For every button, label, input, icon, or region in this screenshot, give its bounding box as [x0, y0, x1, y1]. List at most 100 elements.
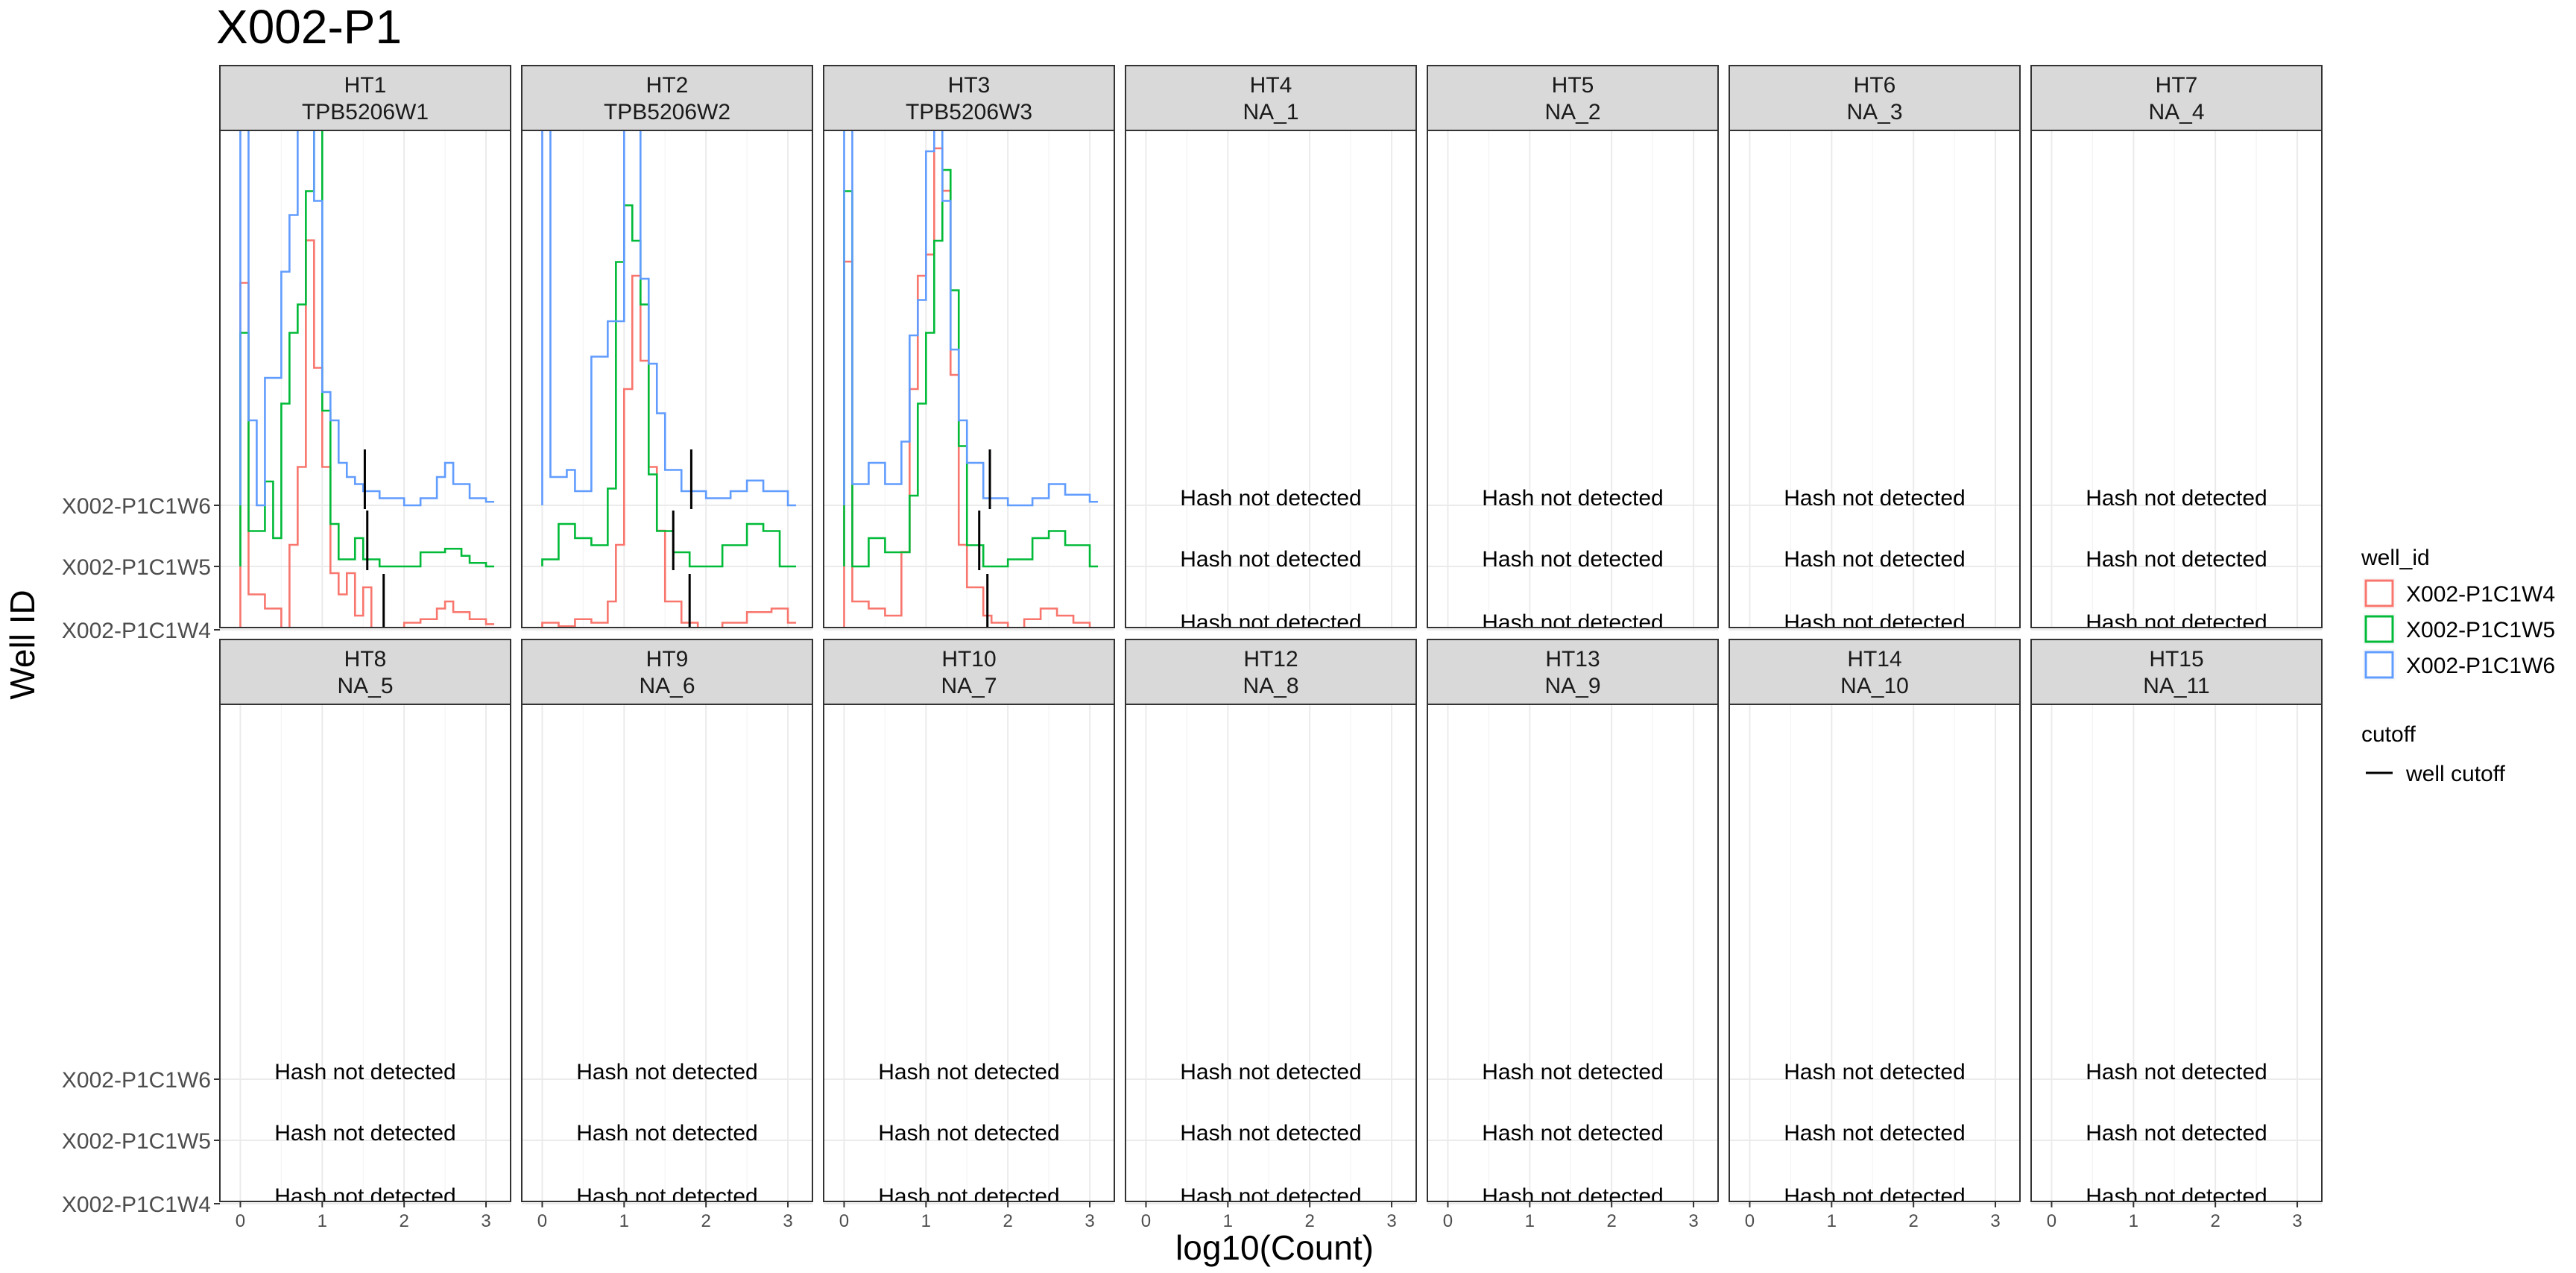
legend-key-swatch [2364, 651, 2394, 679]
x-tick-label: 1 [1525, 1211, 1535, 1231]
hash-not-detected-label: Hash not detected [2086, 610, 2267, 635]
x-tick-label: 2 [1003, 1211, 1013, 1231]
panel-content: Hash not detected Hash not detected Hash n… [2086, 1060, 2267, 1209]
facet-strip-sample-label: NA_10 [1840, 674, 1909, 698]
panel-background [1427, 704, 1718, 1201]
x-tick-label: 0 [1745, 1211, 1755, 1231]
hash-not-detected-label: Hash not detected [2086, 486, 2267, 511]
panel-border [521, 130, 813, 628]
panel-border [1125, 130, 1417, 628]
facet-strip-sample-label: NA_8 [1243, 674, 1298, 698]
hash-not-detected-label: Hash not detected [1482, 486, 1664, 511]
x-tick-label: 2 [400, 1211, 409, 1231]
facet-strip [1125, 639, 1417, 705]
panel-border [2030, 130, 2323, 628]
legend-cutoff-label: well cutoff [2405, 762, 2506, 786]
facet-strip [521, 65, 813, 131]
y-tick-label: X002-P1C1W6 [62, 494, 211, 519]
facet-strip-hto-label: HT3 [948, 73, 991, 98]
hash-not-detected-label: Hash not detected [576, 1121, 758, 1146]
legend-key-swatch [2364, 615, 2394, 643]
legend-entry-label: X002-P1C1W4 [2406, 582, 2555, 607]
x-tick-label: 0 [1443, 1211, 1453, 1231]
panel-content: Hash not detected Hash not detected Hash n… [2086, 486, 2267, 635]
panel-content: Hash not detected Hash not detected Hash n… [1784, 1060, 1966, 1209]
facet-strip-sample-label: NA_6 [639, 674, 695, 698]
panel-content: Hash not detected Hash not detected Hash n… [1180, 1060, 1362, 1201]
hash-not-detected-label: Hash not detected [2086, 1060, 2267, 1084]
facet-strip [521, 639, 813, 705]
x-tick-label: 1 [1223, 1211, 1233, 1231]
histogram-line-x002-p1c1w6 [239, 130, 495, 507]
panel-content [239, 130, 495, 628]
hash-not-detected-label: Hash not detected [2086, 1184, 2267, 1209]
hash-not-detected-label: Hash not detected [274, 1121, 456, 1146]
y-tick-label: X002-P1C1W4 [62, 619, 211, 643]
hash-not-detected-label: Hash not detected [576, 1184, 758, 1209]
facet-strip-sample-label: NA_3 [1846, 100, 1902, 124]
histogram-line-x002-p1c1w6 [541, 130, 797, 507]
panel-border [823, 704, 1115, 1202]
x-tick-label: 2 [1909, 1211, 1919, 1231]
x-tick-label: 1 [1827, 1211, 1837, 1231]
panel-background [220, 130, 511, 628]
panel-content: Hash not detected Hash not detected Hash n… [878, 1060, 1060, 1201]
x-tick-label: 0 [537, 1211, 547, 1231]
x-tick-label: 0 [1141, 1211, 1151, 1231]
hash-not-detected-label: Hash not detected [1180, 486, 1362, 511]
panel-border [1729, 130, 2021, 628]
panel-background [1427, 130, 1718, 628]
facet-strip-hto-label: HT6 [1854, 73, 1896, 98]
histogram-line-x002-p1c1w6 [843, 130, 1099, 507]
x-tick-label: 2 [1607, 1211, 1617, 1231]
legend-title-well-id: well_id [2361, 546, 2430, 570]
x-tick-label: 0 [839, 1211, 849, 1231]
panel-border [521, 704, 813, 1202]
facet-strip-sample-label: NA_7 [941, 674, 997, 698]
facet-strip [1427, 639, 1719, 705]
facet-strip [1729, 639, 2021, 705]
facet-strip-sample-label: NA_11 [2143, 674, 2210, 698]
x-tick-label: 1 [318, 1211, 327, 1231]
hash-not-detected-label: Hash not detected [1482, 610, 1664, 635]
hash-not-detected-label: Hash not detected [1482, 1121, 1664, 1146]
facet-strip [1125, 65, 1417, 131]
hash-not-detected-label: Hash not detected [1784, 1184, 1966, 1209]
facet-strip-sample-label: TPB5206W2 [604, 100, 730, 124]
panel-background [1729, 704, 2020, 1201]
hash-not-detected-label: Hash not detected [1180, 547, 1362, 572]
legend: well_id X002-P1C1W4 X002-P1C1W5 X002-P1C1W6… [2361, 546, 2555, 786]
facet-strip [1729, 65, 2021, 131]
facet-strip-sample-label: NA_4 [2148, 100, 2204, 124]
panel-border [1427, 704, 1719, 1202]
x-tick-label: 3 [1386, 1211, 1396, 1231]
histogram-line-x002-p1c1w5 [843, 168, 1099, 568]
hash-not-detected-label: Hash not detected [2086, 1121, 2267, 1146]
facet-strip-hto-label: HT12 [1243, 647, 1298, 672]
facet-strip-hto-label: HT10 [941, 647, 996, 672]
hash-not-detected-label: Hash not detected [1482, 1184, 1664, 1209]
y-tick-label: X002-P1C1W4 [62, 1193, 211, 1217]
panel-background [2031, 704, 2322, 1201]
hash-not-detected-label: Hash not detected [1482, 547, 1664, 572]
hash-not-detected-label: Hash not detected [1784, 486, 1966, 511]
panel-content [843, 130, 1099, 628]
x-tick-label: 3 [1085, 1211, 1094, 1231]
hash-not-detected-label: Hash not detected [274, 1184, 456, 1209]
facet-strip [823, 65, 1115, 131]
hash-not-detected-label: Hash not detected [1180, 1121, 1362, 1146]
hash-not-detected-label: Hash not detected [1180, 1060, 1362, 1084]
facet-strip-sample-label: NA_9 [1544, 674, 1600, 698]
y-axis-title: Well ID [3, 590, 42, 699]
histogram-line-x002-p1c1w4 [239, 239, 495, 628]
